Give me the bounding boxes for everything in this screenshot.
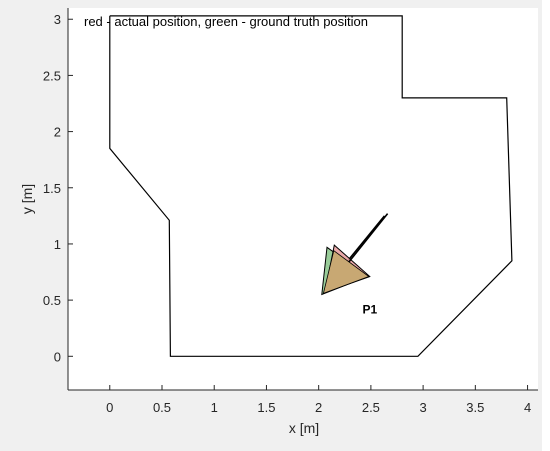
y-tick-label: 2.5 (43, 68, 61, 83)
y-tick-label: 2 (54, 125, 61, 140)
y-tick-label: 3 (54, 12, 61, 27)
x-tick-label: 1.5 (257, 400, 275, 415)
chart-title: red - actual position, green - ground tr… (84, 14, 368, 29)
x-tick-label: 3 (419, 400, 426, 415)
x-tick-label: 2 (315, 400, 322, 415)
x-tick-label: 1 (211, 400, 218, 415)
y-tick-label: 1.5 (43, 181, 61, 196)
robot-overlap-region (322, 250, 370, 295)
y-tick-label: 0.5 (43, 293, 61, 308)
y-tick-label: 1 (54, 237, 61, 252)
x-axis-label: x [m] (289, 420, 319, 436)
y-tick-label: 0 (54, 349, 61, 364)
axes-background (68, 8, 538, 390)
robot-label-p1: P1 (363, 303, 378, 317)
x-tick-label: 4 (524, 400, 531, 415)
room-boundary-line (109, 15, 513, 357)
axes-frame (67, 8, 538, 391)
y-axis-label: y [m] (19, 184, 35, 214)
x-tick-label: 2.5 (362, 400, 380, 415)
x-ticks: 0 0.5 1 1.5 2 2.5 3 3.5 4 (106, 385, 531, 415)
x-tick-label: 3.5 (466, 400, 484, 415)
robot-ground-truth-heading (346, 215, 386, 263)
x-tick-label: 0 (106, 400, 113, 415)
series-layer (109, 15, 513, 357)
x-tick-label: 0.5 (153, 400, 171, 415)
y-ticks: 0 0.5 1 1.5 2 2.5 3 (43, 12, 73, 364)
robot-actual-heading (348, 213, 389, 263)
